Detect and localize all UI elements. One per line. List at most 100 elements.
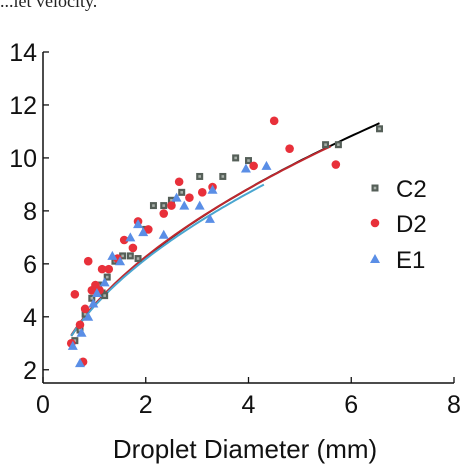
data-point-c2 xyxy=(219,172,227,180)
data-point-e1 xyxy=(194,200,205,210)
data-point-c2 xyxy=(232,154,240,162)
data-point-e1 xyxy=(204,213,215,223)
data-point-e1 xyxy=(107,250,118,260)
data-point-c2-center xyxy=(103,294,106,297)
data-point-d2 xyxy=(167,201,176,210)
x-tick-label: 0 xyxy=(36,391,50,419)
data-point-c2 xyxy=(81,310,89,318)
data-point-c2 xyxy=(71,337,79,345)
data-point-d2 xyxy=(331,160,341,169)
data-point-c2-center xyxy=(162,204,166,207)
data-point-e1 xyxy=(207,184,218,194)
data-point-c2-center xyxy=(324,143,327,146)
y-tick-label: 14 xyxy=(9,39,37,67)
legend-marker-e1 xyxy=(370,254,380,263)
data-point-e1 xyxy=(261,160,272,170)
data-point-e1 xyxy=(158,229,169,239)
data-markers xyxy=(66,116,384,368)
fit-curves xyxy=(70,122,380,337)
data-point-d2 xyxy=(104,264,114,274)
data-point-c2 xyxy=(245,157,252,165)
data-point-c2 xyxy=(76,326,84,334)
data-point-d2 xyxy=(97,264,107,274)
data-point-c2 xyxy=(126,252,134,260)
data-point-d2 xyxy=(269,116,279,126)
data-point-c2-center xyxy=(247,159,250,162)
data-point-c2 xyxy=(334,141,342,149)
data-point-d2 xyxy=(70,289,80,299)
data-point-c2-center xyxy=(152,204,155,207)
data-point-e1 xyxy=(91,287,102,297)
data-point-e1 xyxy=(171,192,182,202)
x-tick-label: 4 xyxy=(242,391,256,419)
data-point-d2 xyxy=(285,144,294,153)
y-tick-label: 4 xyxy=(23,304,37,332)
y-tick-label: 8 xyxy=(23,198,37,226)
data-point-c2-center xyxy=(221,175,225,178)
data-point-e1 xyxy=(138,227,149,237)
data-point-c2 xyxy=(134,255,142,263)
y-tick-label: 6 xyxy=(23,251,37,279)
x-axis-label: Droplet Diameter (mm) xyxy=(113,434,377,464)
axes xyxy=(42,51,455,384)
y-tick-label: 2 xyxy=(23,357,37,385)
data-point-c2-center xyxy=(234,156,237,160)
data-point-d2 xyxy=(83,256,93,266)
fit-curve-1 xyxy=(70,122,380,337)
data-point-c2 xyxy=(376,125,384,133)
data-point-c2 xyxy=(160,202,168,210)
y-tick-label: 10 xyxy=(9,145,37,173)
data-point-e1 xyxy=(240,163,251,173)
data-point-e1 xyxy=(67,340,78,350)
data-point-c2 xyxy=(149,202,157,210)
legend-marker-c2-center xyxy=(373,186,377,190)
data-point-d2 xyxy=(174,177,184,187)
data-point-c2 xyxy=(178,188,186,196)
data-point-c2 xyxy=(103,273,111,281)
data-point-d2 xyxy=(249,161,258,171)
data-point-c2 xyxy=(119,252,127,260)
fit-curve-2 xyxy=(70,145,332,336)
data-point-c2-center xyxy=(378,127,381,131)
data-point-c2 xyxy=(88,294,96,302)
data-point-e1 xyxy=(99,277,110,287)
data-point-c2-center xyxy=(136,257,140,260)
data-point-c2-center xyxy=(105,275,109,279)
data-point-c2 xyxy=(196,172,204,180)
data-point-c2-center xyxy=(170,198,173,202)
x-tick-label: 2 xyxy=(139,391,153,419)
data-point-c2-center xyxy=(337,143,340,146)
data-point-c2-center xyxy=(121,254,124,258)
legend-label-d2: D2 xyxy=(396,211,427,238)
y-tick-label: 12 xyxy=(9,92,37,120)
data-point-d2 xyxy=(128,243,138,253)
data-point-e1 xyxy=(76,327,87,337)
data-point-c2-center xyxy=(90,296,94,300)
data-point-d2 xyxy=(119,235,129,245)
legend: C2 D2 E1 xyxy=(370,176,427,274)
data-point-e1 xyxy=(133,219,144,229)
legend-label-c2: C2 xyxy=(396,176,427,203)
data-point-e1 xyxy=(88,298,99,308)
figure-caption: ...let velocity. xyxy=(0,0,98,11)
legend-marker-c2 xyxy=(371,184,379,192)
data-point-c2-center xyxy=(83,312,87,316)
data-point-c2-center xyxy=(180,191,184,194)
data-point-c2 xyxy=(101,292,109,300)
data-point-d2 xyxy=(185,193,194,202)
x-tick-label: 6 xyxy=(344,391,358,419)
tick-labels: 0 2 4 6 8 2 4 6 8 10 12 14 xyxy=(9,39,461,419)
data-point-c2-center xyxy=(198,175,201,178)
data-point-d2 xyxy=(80,304,90,314)
data-point-d2 xyxy=(75,320,85,330)
data-point-e1 xyxy=(125,232,136,242)
data-point-c2-center xyxy=(78,328,82,332)
data-point-d2 xyxy=(159,209,169,218)
data-point-c2-center xyxy=(73,339,77,342)
legend-label-e1: E1 xyxy=(396,247,425,274)
data-point-e1 xyxy=(115,256,126,266)
data-point-c2 xyxy=(167,196,175,204)
data-point-c2-center xyxy=(129,254,132,258)
data-point-c2 xyxy=(322,141,330,149)
